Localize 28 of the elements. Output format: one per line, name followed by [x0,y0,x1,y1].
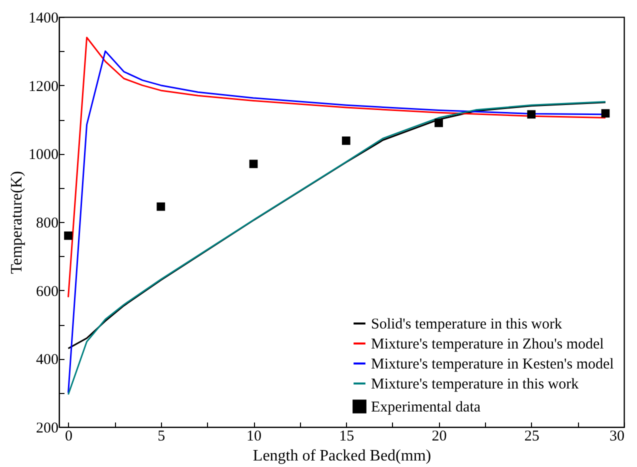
point [527,110,536,119]
y-tick-label: 1400 [28,10,58,26]
legend-label: Experimental data [371,400,481,416]
point [156,202,166,211]
x-axis-title: Length of Packed Bed(mm) [252,448,432,464]
legend-label: Mixture's temperature in Zhou's model [371,336,604,352]
x-tick-label: 0 [65,428,73,444]
point [434,118,443,128]
x-tick-label: 25 [524,428,540,444]
y-axis-title: Temperature(K) [8,171,26,274]
x-tick-label: 5 [158,428,166,444]
y-tick-label: 800 [36,216,58,232]
x-tick-label: 20 [432,428,447,444]
x-tick-label: 10 [246,428,262,444]
point [342,136,350,145]
point [249,160,258,168]
point [64,231,72,240]
y-tick-label: 200 [36,420,58,436]
point [601,109,610,118]
legend-label: Mixture's temperature in Kesten's model [371,356,614,372]
legend-label: Mixture's temperature in this work [371,376,580,392]
y-tick-label: 1000 [28,147,58,164]
x-tick-label: 30 [610,428,624,444]
y-tick-label: 400 [36,352,58,368]
y-tick-label: 600 [36,284,58,300]
x-tick-label: 15 [339,428,354,444]
legend-label: Solid's temperature in this work [371,316,563,332]
y-tick-label: 1200 [28,78,58,95]
